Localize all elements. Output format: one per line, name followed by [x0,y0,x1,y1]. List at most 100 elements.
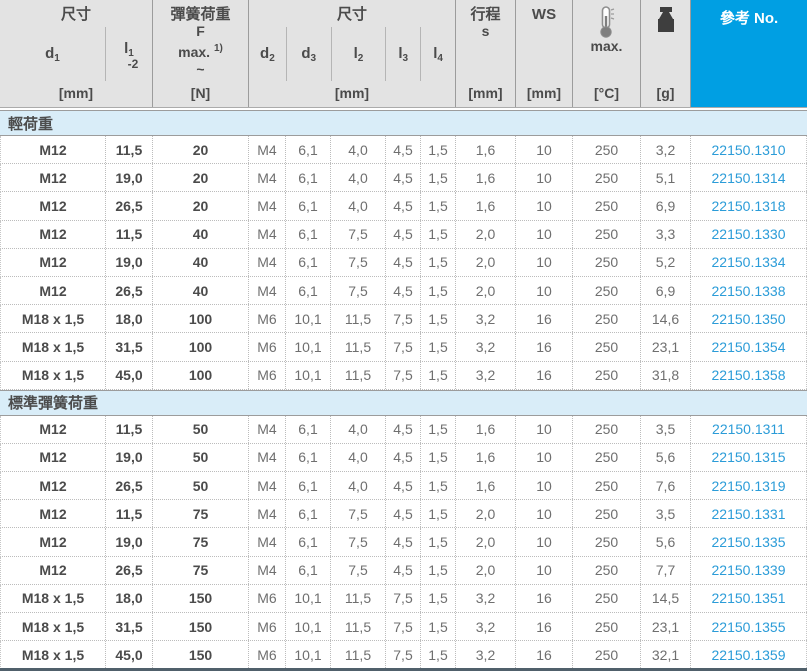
ref-no-link[interactable]: 22150.1339 [691,556,807,584]
unit-grams: [g] [656,85,675,101]
cell-f: 40 [153,248,249,276]
cell-l1-2: 26,5 [106,556,153,584]
ref-no-link[interactable]: 22150.1338 [691,276,807,305]
cell-weight-g: 5,6 [641,443,691,472]
cell-l1-2: 31,5 [106,333,153,361]
column-header-l4: l4 [420,27,455,81]
cell-d3: 6,1 [286,164,331,192]
spring-load-symbol: F [196,23,205,39]
cell-l4: 1,5 [421,443,456,472]
l1-minus2: -2 [127,56,139,71]
cell-ws: 10 [516,556,573,584]
cell-l1-2: 26,5 [106,276,153,305]
ref-no-link[interactable]: 22150.1354 [691,333,807,361]
cell-l4: 1,5 [421,305,456,333]
cell-l4: 1,5 [421,613,456,641]
cell-weight-g: 7,6 [641,472,691,500]
cell-d1: M12 [1,500,106,528]
cell-l3: 4,5 [386,472,421,500]
cell-temp-max: 250 [573,556,641,584]
cell-l3: 7,5 [386,305,421,333]
cell-f: 75 [153,556,249,584]
cell-l4: 1,5 [421,584,456,612]
table-body: 輕荷重 M12 11,5 20 M4 6,1 4,0 4,5 1,5 1,6 10 250 3,2 221… [0,110,807,670]
unit-celsius: [°C] [593,85,620,101]
cell-weight-g: 32,1 [641,641,691,669]
cell-ws: 16 [516,613,573,641]
cell-l2: 4,0 [331,136,386,164]
cell-l2: 7,5 [331,220,386,248]
header-group-size-2: 尺寸 d2 d3 l2 l3 l4 [mm] [248,0,455,107]
header-group-size-1: 尺寸 d1 l1 -2 [mm] [0,0,152,107]
cell-d2: M6 [249,641,286,669]
ref-no-link[interactable]: 22150.1330 [691,220,807,248]
cell-temp-max: 250 [573,276,641,305]
cell-temp-max: 250 [573,415,641,443]
cell-l1-2: 26,5 [106,472,153,500]
table-row: M18 x 1,5 45,0 150 M6 10,1 11,5 7,5 1,5 3,2 16 250… [0,641,807,670]
ref-no-link[interactable]: 22150.1314 [691,164,807,192]
cell-s: 3,2 [456,613,516,641]
cell-l4: 1,5 [421,333,456,361]
cell-temp-max: 250 [573,136,641,164]
header-size1-title: 尺寸 [60,6,91,23]
cell-l1-2: 45,0 [106,361,153,389]
cell-l3: 4,5 [386,556,421,584]
cell-d3: 6,1 [286,220,331,248]
cell-weight-g: 5,6 [641,528,691,556]
ref-no-link[interactable]: 22150.1318 [691,192,807,220]
cell-d1: M18 x 1,5 [1,361,106,389]
cell-d1: M12 [1,415,106,443]
ref-no-link[interactable]: 22150.1319 [691,472,807,500]
ref-no-link[interactable]: 22150.1331 [691,500,807,528]
cell-l3: 4,5 [386,220,421,248]
table-row: M12 26,5 20 M4 6,1 4,0 4,5 1,5 1,6 10 250 6,9 22150.… [0,192,807,221]
ref-no-link[interactable]: 22150.1315 [691,443,807,472]
cell-l1-2: 11,5 [106,415,153,443]
header-column-weight: [g] [640,0,690,107]
cell-f: 100 [153,305,249,333]
ref-no-link[interactable]: 22150.1351 [691,584,807,612]
cell-temp-max: 250 [573,613,641,641]
cell-temp-max: 250 [573,220,641,248]
cell-weight-g: 23,1 [641,333,691,361]
ref-no-link[interactable]: 22150.1350 [691,305,807,333]
ref-no-link[interactable]: 22150.1355 [691,613,807,641]
cell-ws: 16 [516,641,573,669]
cell-s: 1,6 [456,192,516,220]
cell-f: 40 [153,220,249,248]
cell-f: 75 [153,528,249,556]
cell-l2: 7,5 [331,556,386,584]
ref-no-link[interactable]: 22150.1358 [691,361,807,389]
cell-ws: 10 [516,248,573,276]
cell-d2: M4 [249,500,286,528]
cell-l4: 1,5 [421,528,456,556]
ref-no-link[interactable]: 22150.1359 [691,641,807,669]
unit-mm-stroke: [mm] [468,85,503,101]
cell-l2: 11,5 [331,305,386,333]
ref-no-link[interactable]: 22150.1334 [691,248,807,276]
cell-weight-g: 31,8 [641,361,691,389]
cell-f: 50 [153,415,249,443]
cell-d1: M18 x 1,5 [1,613,106,641]
cell-l1-2: 31,5 [106,613,153,641]
cell-d2: M6 [249,361,286,389]
d2-base: d [260,44,270,62]
header-size2-title: 尺寸 [336,6,367,23]
cell-l2: 11,5 [331,361,386,389]
cell-l2: 11,5 [331,641,386,669]
cell-l4: 1,5 [421,556,456,584]
spring-load-max: max. 1) [178,40,223,61]
cell-s: 2,0 [456,220,516,248]
unit-n: [N] [190,85,211,101]
l4-sub: 4 [437,52,443,64]
cell-ws: 16 [516,305,573,333]
cell-l2: 11,5 [331,613,386,641]
cell-ws: 10 [516,528,573,556]
cell-d1: M18 x 1,5 [1,305,106,333]
ref-no-link[interactable]: 22150.1310 [691,136,807,164]
ref-no-link[interactable]: 22150.1335 [691,528,807,556]
d1-sub: 1 [54,52,60,64]
section-header: 標準彈簧荷重 [0,389,807,416]
ref-no-link[interactable]: 22150.1311 [691,415,807,443]
